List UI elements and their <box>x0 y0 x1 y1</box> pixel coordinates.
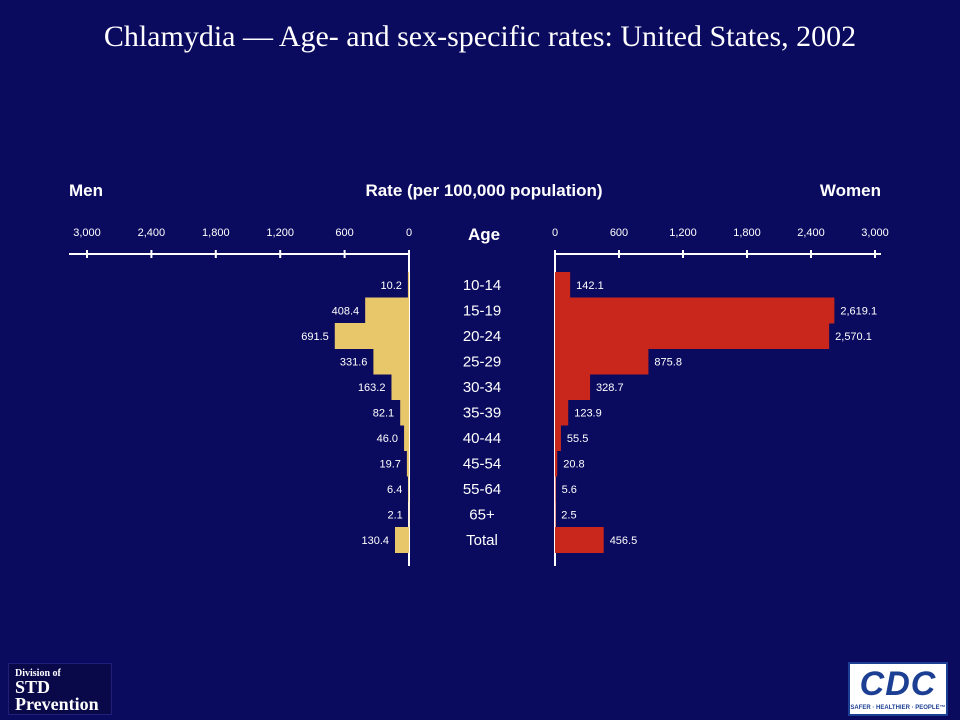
women-value-label: 55.5 <box>567 433 588 445</box>
cdc-logo: CDC SAFER · HEALTHIER · PEOPLE™ <box>848 662 948 716</box>
men-bar <box>408 501 410 528</box>
men-bar <box>391 374 409 400</box>
men-bar <box>404 425 409 451</box>
men-value-label: 331.6 <box>340 357 368 369</box>
cdc-logo-mark: CDC <box>859 665 937 703</box>
age-category-label: 10-14 <box>463 277 501 294</box>
age-category-label: Total <box>466 532 498 549</box>
women-tick-label: 0 <box>552 227 558 239</box>
women-value-label: 875.8 <box>654 357 682 369</box>
men-value-label: 19.7 <box>379 459 400 471</box>
women-value-label: 142.1 <box>576 280 604 292</box>
age-category-label: 25-29 <box>463 354 501 371</box>
women-bar <box>555 323 830 349</box>
men-bar <box>334 323 409 349</box>
men-bar <box>365 297 409 324</box>
women-value-label: 328.7 <box>596 382 624 394</box>
axis-title: Rate (per 100,000 population) <box>365 181 602 200</box>
age-category-label: 15-19 <box>463 303 501 320</box>
std-logo-line2: STD <box>15 677 51 697</box>
men-value-label: 46.0 <box>377 433 398 445</box>
slide-title: Chlamydia — Age- and sex-specific rates:… <box>103 20 857 53</box>
men-value-label: 163.2 <box>358 382 386 394</box>
men-tick-label: 600 <box>335 227 353 239</box>
std-prevention-logo: Division of STD Prevention <box>8 663 112 715</box>
women-value-label: 123.9 <box>574 408 602 420</box>
men-bar <box>408 476 409 502</box>
men-tick-label: 1,800 <box>202 227 230 239</box>
age-category-label: 65+ <box>469 507 495 524</box>
women-tick-label: 1,800 <box>733 227 761 239</box>
women-tick-label: 2,400 <box>797 227 825 239</box>
men-value-label: 408.4 <box>332 306 360 318</box>
age-category-label: 35-39 <box>463 405 501 422</box>
women-tick-label: 600 <box>610 227 628 239</box>
age-category-label: 55-64 <box>463 481 501 498</box>
men-value-label: 82.1 <box>373 408 394 420</box>
men-tick-label: 1,200 <box>266 227 294 239</box>
men-value-label: 10.2 <box>380 280 401 292</box>
men-tick-label: 0 <box>406 227 412 239</box>
men-bar <box>400 399 409 426</box>
std-logo-line3: Prevention <box>15 694 99 714</box>
men-value-label: 130.4 <box>361 535 389 547</box>
women-value-label: 5.6 <box>562 484 577 496</box>
age-category-label: 40-44 <box>463 430 501 447</box>
women-tick-label: 3,000 <box>861 227 889 239</box>
cdc-logo-tagline: SAFER · HEALTHIER · PEOPLE™ <box>850 705 946 711</box>
women-bar <box>555 348 649 375</box>
men-tick-label: 3,000 <box>73 227 101 239</box>
age-category-label: 30-34 <box>463 379 501 396</box>
women-label: Women <box>820 181 881 200</box>
std-logo-line1: Division of <box>15 668 61 679</box>
age-header: Age <box>468 225 500 244</box>
age-category-label: 45-54 <box>463 456 501 473</box>
women-tick-label: 1,200 <box>669 227 697 239</box>
women-bar <box>555 476 556 502</box>
women-bar <box>555 272 571 298</box>
men-bar <box>373 348 409 375</box>
men-value-label: 6.4 <box>387 484 402 496</box>
men-bar <box>406 450 409 477</box>
women-value-label: 20.8 <box>563 459 584 471</box>
women-value-label: 2.5 <box>561 510 576 522</box>
women-bar <box>555 399 569 426</box>
women-bar <box>555 527 604 553</box>
men-value-label: 2.1 <box>387 510 402 522</box>
women-value-label: 2,570.1 <box>835 331 872 343</box>
women-bar <box>555 501 556 528</box>
men-value-label: 691.5 <box>301 331 329 343</box>
men-tick-label: 2,400 <box>138 227 166 239</box>
women-value-label: 456.5 <box>610 535 638 547</box>
women-bar <box>555 425 561 451</box>
age-category-label: 20-24 <box>463 328 501 345</box>
women-bar <box>555 450 558 477</box>
women-value-label: 2,619.1 <box>840 306 877 318</box>
men-label: Men <box>69 181 103 200</box>
women-bar <box>555 374 591 400</box>
men-bar <box>395 527 409 553</box>
women-bar <box>555 297 835 324</box>
men-bar <box>407 272 409 298</box>
